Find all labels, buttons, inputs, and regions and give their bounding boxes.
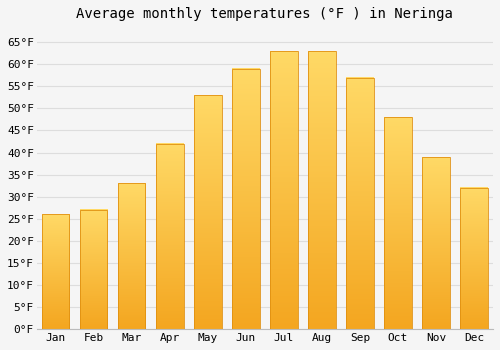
Bar	[194, 95, 222, 329]
Title: Average monthly temperatures (°F ) in Neringa: Average monthly temperatures (°F ) in Ne…	[76, 7, 454, 21]
Bar	[422, 157, 450, 329]
Bar	[308, 51, 336, 329]
Bar	[80, 210, 108, 329]
Bar	[232, 69, 260, 329]
Bar	[384, 117, 411, 329]
Bar	[460, 188, 487, 329]
Bar	[270, 51, 297, 329]
Bar	[156, 144, 184, 329]
Bar	[118, 183, 146, 329]
Bar	[346, 78, 374, 329]
Bar	[42, 214, 70, 329]
